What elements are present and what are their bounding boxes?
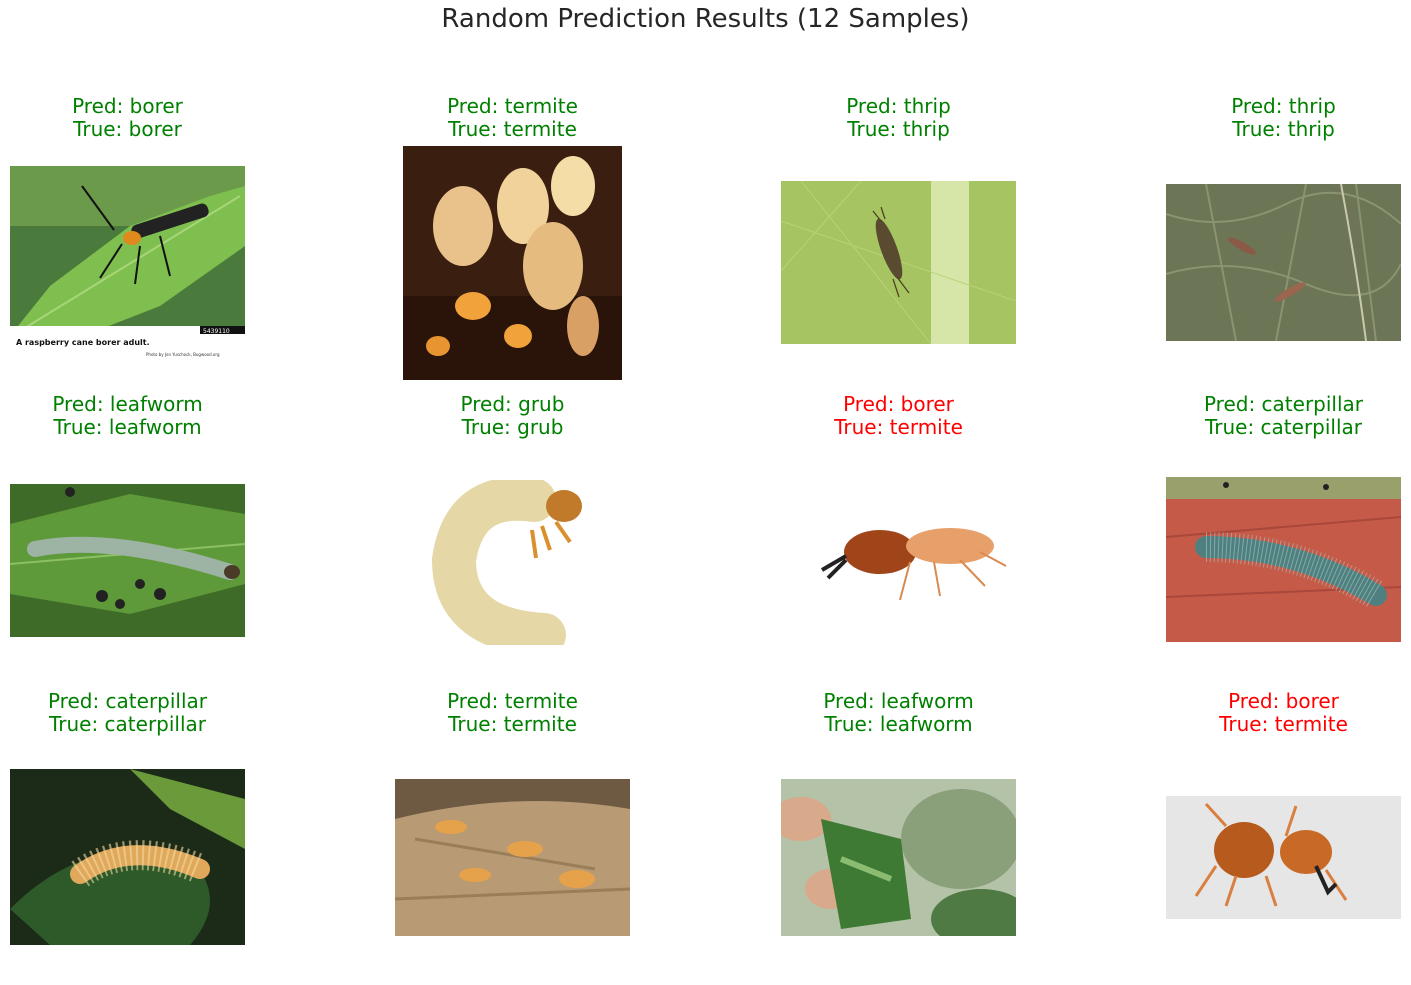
figure-title: Random Prediction Results (12 Samples): [441, 4, 970, 34]
sample-image-leafworm: [10, 484, 245, 637]
sample-image-grub: [424, 480, 594, 645]
sample-caption: Pred: termite True: termite: [395, 690, 630, 736]
pred-label: Pred: termite: [447, 94, 578, 118]
true-label: True: leafworm: [53, 415, 202, 439]
sample-caption: Pred: caterpillar True: caterpillar: [10, 690, 245, 736]
sample-caption: Pred: thrip True: thrip: [781, 95, 1016, 141]
sample-caption: Pred: leafworm True: leafworm: [10, 393, 245, 439]
sample-image-termites-colony: [403, 146, 622, 380]
true-label: True: termite: [1219, 712, 1348, 736]
sample-caption: Pred: thrip True: thrip: [1166, 95, 1401, 141]
sample-image-termites-white-bg: [1166, 796, 1401, 919]
sample-image-thrips-on-leaf: [1166, 184, 1401, 341]
pred-label: Pred: leafworm: [823, 689, 974, 713]
true-label: True: termite: [448, 117, 577, 141]
sample-image-leafworm-in-hand: [781, 779, 1016, 936]
true-label: True: termite: [834, 415, 963, 439]
sample-image-hairy-caterpillar: [1166, 477, 1401, 642]
sample-caption: Pred: leafworm True: leafworm: [781, 690, 1016, 736]
pred-label: Pred: thrip: [1231, 94, 1336, 118]
sample-caption: Pred: grub True: grub: [395, 393, 630, 439]
pred-label: Pred: caterpillar: [1203, 392, 1364, 416]
true-label: True: grub: [461, 415, 564, 439]
sample-image-soldier-termite: [810, 500, 1010, 610]
pred-label: Pred: grub: [460, 392, 565, 416]
sample-caption: Pred: caterpillar True: caterpillar: [1166, 393, 1401, 439]
true-label: True: borer: [73, 117, 182, 141]
true-label: True: termite: [448, 712, 577, 736]
true-label: True: thrip: [1232, 117, 1335, 141]
sample-caption: Pred: borer True: borer: [10, 95, 245, 141]
true-label: True: caterpillar: [1204, 415, 1363, 439]
true-label: True: thrip: [847, 117, 950, 141]
sample-caption: Pred: termite True: termite: [395, 95, 630, 141]
pred-label: Pred: thrip: [846, 94, 951, 118]
sample-image-borer-beetle: A raspberry cane borer adult. Photo by J…: [10, 166, 245, 359]
pred-label: Pred: termite: [447, 689, 578, 713]
photo-caption: A raspberry cane borer adult.: [16, 338, 150, 347]
sample-image-caterpillar-on-leaf: [10, 769, 245, 945]
sample-caption: Pred: borer True: termite: [781, 393, 1016, 439]
pred-label: Pred: borer: [843, 392, 954, 416]
sample-image-thrip-on-leaf: [781, 181, 1016, 344]
pred-label: Pred: caterpillar: [47, 689, 208, 713]
pred-label: Pred: borer: [72, 94, 183, 118]
true-label: True: leafworm: [824, 712, 973, 736]
sample-caption: Pred: borer True: termite: [1166, 690, 1401, 736]
pred-label: Pred: borer: [1228, 689, 1339, 713]
true-label: True: caterpillar: [48, 712, 207, 736]
photo-credit: Photo by Jon Yuschock, Bugwood.org: [146, 352, 220, 357]
sample-image-termites-on-soil: [395, 779, 630, 936]
photo-id: 5439110: [203, 328, 230, 335]
pred-label: Pred: leafworm: [52, 392, 203, 416]
